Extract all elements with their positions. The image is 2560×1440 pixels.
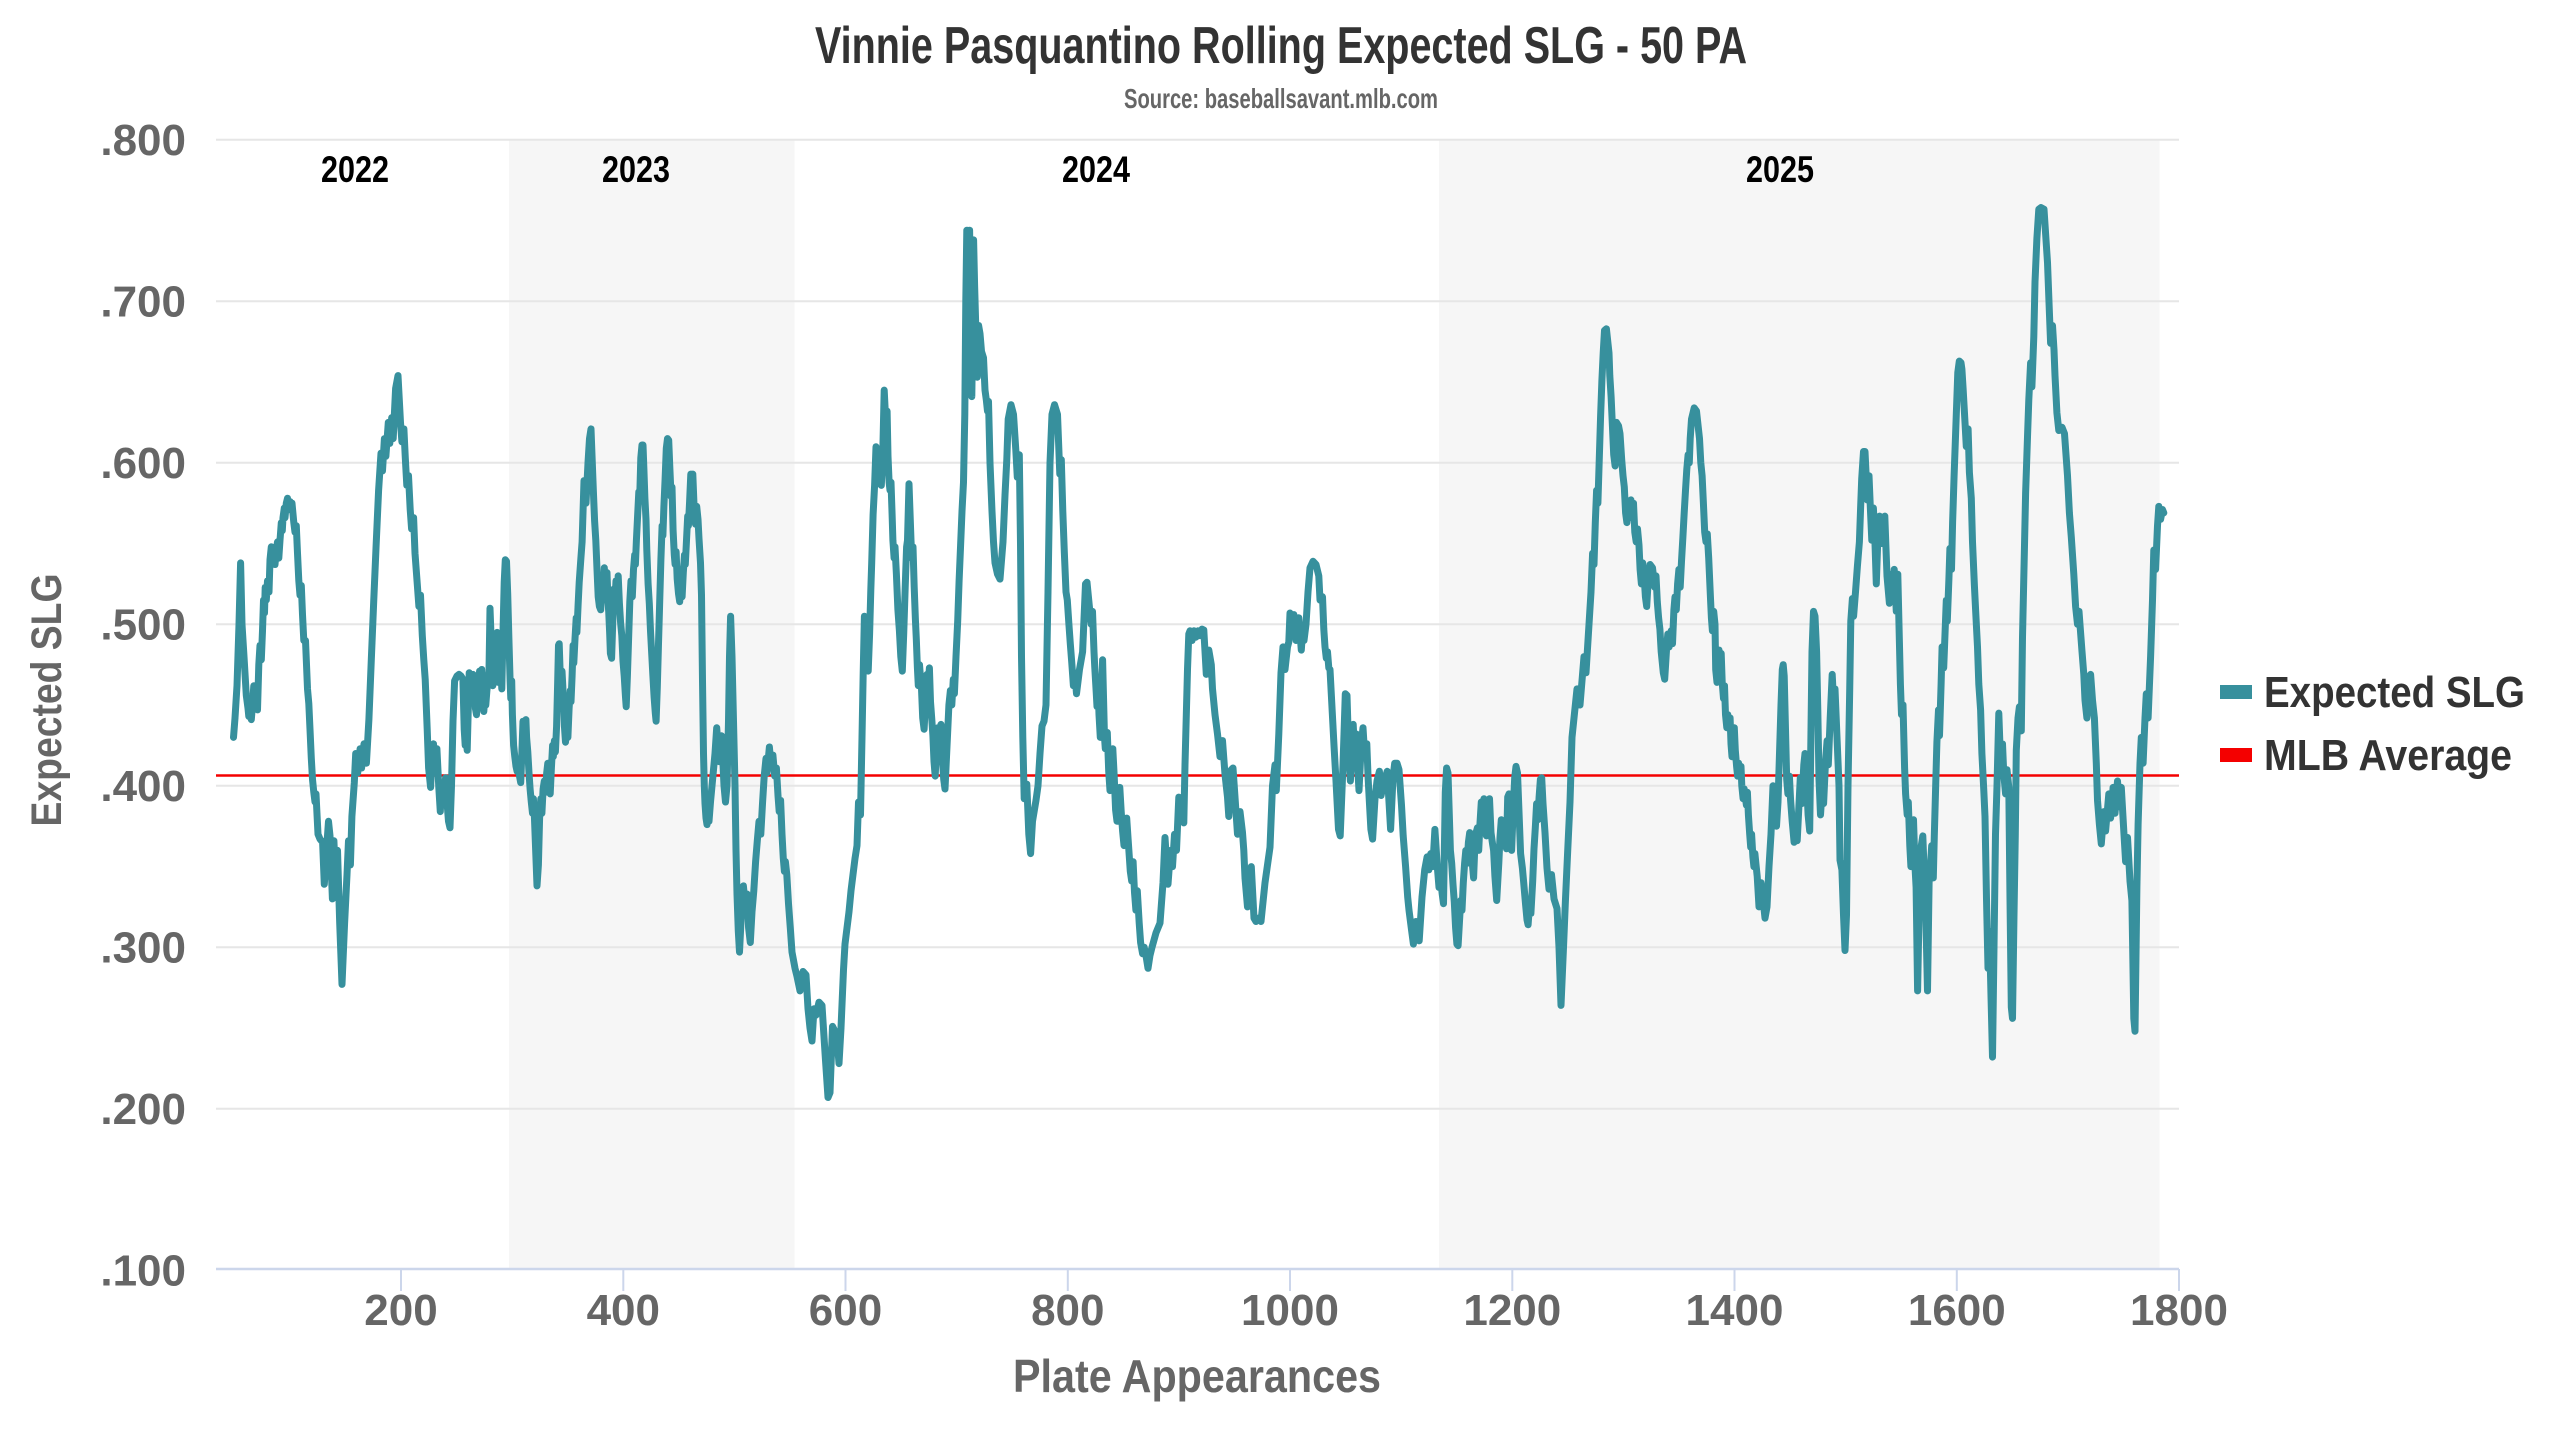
svg-text:2023: 2023 xyxy=(602,149,670,190)
svg-text:Vinnie Pasquantino Rolling Exp: Vinnie Pasquantino Rolling Expected SLG … xyxy=(815,17,1747,75)
svg-text:.800: .800 xyxy=(100,116,186,165)
svg-text:600: 600 xyxy=(809,1286,882,1335)
svg-text:Plate Appearances: Plate Appearances xyxy=(1013,1350,1381,1402)
svg-text:2022: 2022 xyxy=(321,149,389,190)
svg-text:1800: 1800 xyxy=(2130,1286,2228,1335)
svg-text:Expected SLG: Expected SLG xyxy=(23,574,71,827)
svg-text:.100: .100 xyxy=(100,1246,186,1295)
svg-text:200: 200 xyxy=(364,1286,437,1335)
svg-text:1000: 1000 xyxy=(1241,1286,1339,1335)
svg-text:.500: .500 xyxy=(100,600,186,649)
svg-text:Source: baseballsavant.mlb.com: Source: baseballsavant.mlb.com xyxy=(1124,83,1438,114)
svg-text:Expected SLG: Expected SLG xyxy=(2264,668,2525,717)
svg-text:.600: .600 xyxy=(100,439,186,488)
svg-text:1400: 1400 xyxy=(1686,1286,1784,1335)
svg-text:400: 400 xyxy=(587,1286,660,1335)
svg-text:800: 800 xyxy=(1031,1286,1104,1335)
svg-text:2024: 2024 xyxy=(1062,149,1130,190)
svg-text:.400: .400 xyxy=(100,762,186,811)
svg-text:2025: 2025 xyxy=(1746,149,1814,190)
svg-text:.700: .700 xyxy=(100,277,186,326)
svg-text:1200: 1200 xyxy=(1463,1286,1561,1335)
svg-text:.200: .200 xyxy=(100,1085,186,1134)
svg-text:.300: .300 xyxy=(100,923,186,972)
svg-text:1600: 1600 xyxy=(1908,1286,2006,1335)
svg-text:MLB Average: MLB Average xyxy=(2264,731,2512,780)
